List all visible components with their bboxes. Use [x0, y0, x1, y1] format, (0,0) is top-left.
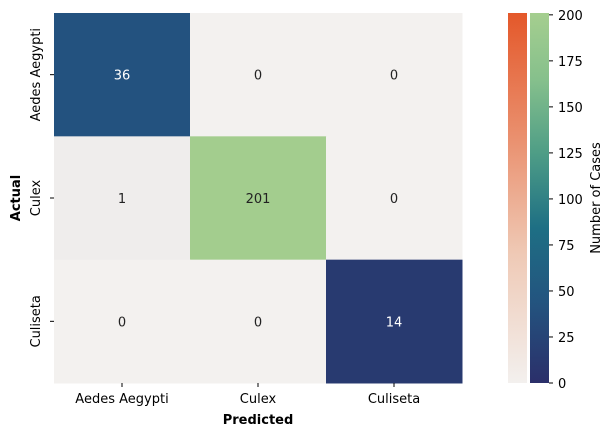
colorbar-tick-label: 200 [558, 9, 583, 24]
y-axis-label: Actual [9, 175, 24, 221]
cell-value-label: 0 [254, 69, 262, 84]
colorbar: 0 25 50 75 100 125 150 175 200 Number of Cases [508, 9, 604, 392]
heatmap-cell [190, 259, 327, 384]
x-axis-ticks: Aedes Aegypti Culex Culiseta [75, 383, 420, 407]
colorbar-ticks: 0 25 50 75 100 125 150 175 200 [549, 9, 583, 392]
cell-value-label: 201 [246, 192, 271, 207]
x-axis-label: Predicted [223, 413, 294, 428]
colorbar-tick-label: 75 [558, 239, 575, 254]
y-tick-label: Aedes Aegypti [29, 28, 44, 121]
heatmap-cells [54, 13, 463, 384]
cell-value-label: 0 [118, 315, 126, 330]
colorbar-tick-label: 125 [558, 147, 583, 162]
y-tick-label: Culiseta [29, 295, 44, 347]
heatmap-cell [190, 136, 327, 261]
heatmap-cell [54, 13, 191, 137]
colorbar-tick-label: 50 [558, 285, 575, 300]
cell-value-label: 0 [390, 192, 398, 207]
cell-value-label: 1 [118, 192, 126, 207]
heatmap-cell [54, 136, 191, 261]
y-axis-ticks: Aedes Aegypti Culex Culiseta [29, 28, 54, 348]
heatmap-cell-labels: 36 0 0 1 201 0 0 0 14 [114, 69, 403, 331]
cell-value-label: 0 [390, 69, 398, 84]
colorbar-gradient-left [508, 13, 527, 383]
y-tick-label: Culex [29, 180, 44, 217]
colorbar-tick-label: 0 [558, 377, 566, 392]
colorbar-tick-label: 175 [558, 55, 583, 70]
cell-value-label: 14 [386, 315, 403, 330]
colorbar-tick-label: 150 [558, 101, 583, 116]
x-tick-label: Culex [240, 392, 277, 407]
colorbar-label: Number of Cases [589, 142, 604, 254]
colorbar-tick-label: 100 [558, 193, 583, 208]
heatmap-cell [326, 259, 463, 384]
colorbar-gradient-right [530, 13, 549, 383]
heatmap-cell [326, 13, 463, 137]
colorbar-tick-label: 25 [558, 331, 575, 346]
x-tick-label: Culiseta [368, 392, 420, 407]
heatmap-cell [54, 259, 191, 384]
x-tick-label: Aedes Aegypti [75, 392, 168, 407]
cell-value-label: 36 [114, 69, 131, 84]
heatmap-cell [326, 136, 463, 261]
cell-value-label: 0 [254, 315, 262, 330]
heatmap-cell [190, 13, 327, 137]
